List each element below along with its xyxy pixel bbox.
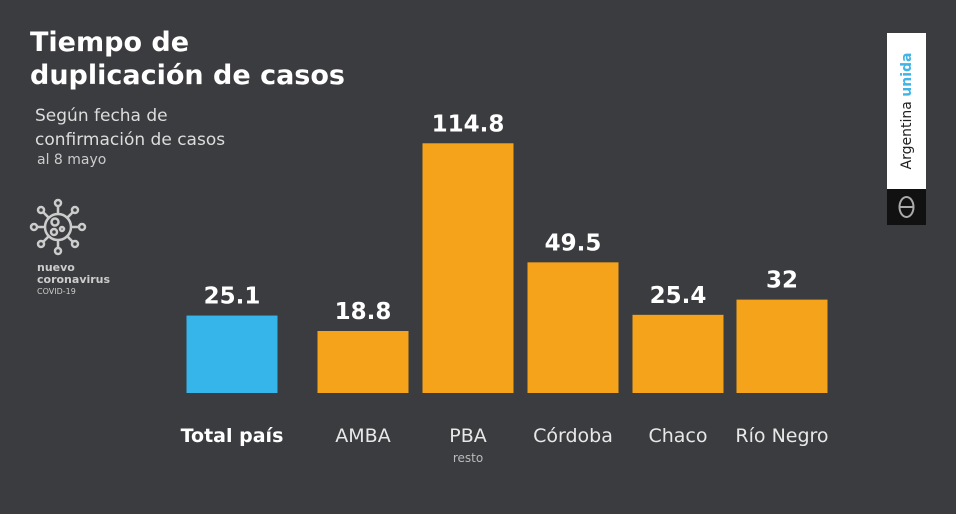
category-label: PBA xyxy=(449,425,487,447)
coat-of-arms-icon xyxy=(887,189,926,225)
bar-4 xyxy=(632,314,724,393)
bar-1 xyxy=(317,331,409,393)
title-line-2: duplicación de casos xyxy=(30,60,345,91)
category-label: Total país xyxy=(181,425,284,447)
date-label: al 8 mayo xyxy=(37,152,107,168)
badge-covid: COVID-19 xyxy=(37,287,76,296)
value-label: 25.4 xyxy=(650,283,707,309)
value-label: 18.8 xyxy=(335,299,392,325)
badge-line-2: coronavirus xyxy=(37,273,111,286)
category-label: Chaco xyxy=(648,425,707,447)
value-label: 32 xyxy=(766,268,798,294)
chart-title: Tiempo de duplicación de casos xyxy=(30,26,345,92)
chart-subtitle: Según fecha de confirmación de casos xyxy=(35,104,225,152)
category-label: Río Negro xyxy=(735,425,828,447)
virus-icon xyxy=(29,198,87,256)
badge-line-1: nuevo xyxy=(37,261,75,274)
value-label: 49.5 xyxy=(545,230,602,256)
bar-2 xyxy=(422,143,514,393)
subtitle-line-1: Según fecha de xyxy=(35,106,168,126)
title-line-1: Tiempo de xyxy=(30,27,190,58)
value-label: 25.1 xyxy=(204,284,261,310)
bar-3 xyxy=(527,262,619,393)
bar-0 xyxy=(186,315,278,393)
category-label: Córdoba xyxy=(533,425,613,447)
bar-5 xyxy=(736,299,828,393)
badge-text: nuevo coronavirus xyxy=(37,262,110,286)
value-label: 114.8 xyxy=(432,111,505,137)
subtitle-line-2: confirmación de casos xyxy=(35,130,226,150)
category-note: resto xyxy=(453,451,483,465)
argentina-unida-logo: Argentina unida xyxy=(887,33,926,225)
category-label: AMBA xyxy=(335,425,390,447)
